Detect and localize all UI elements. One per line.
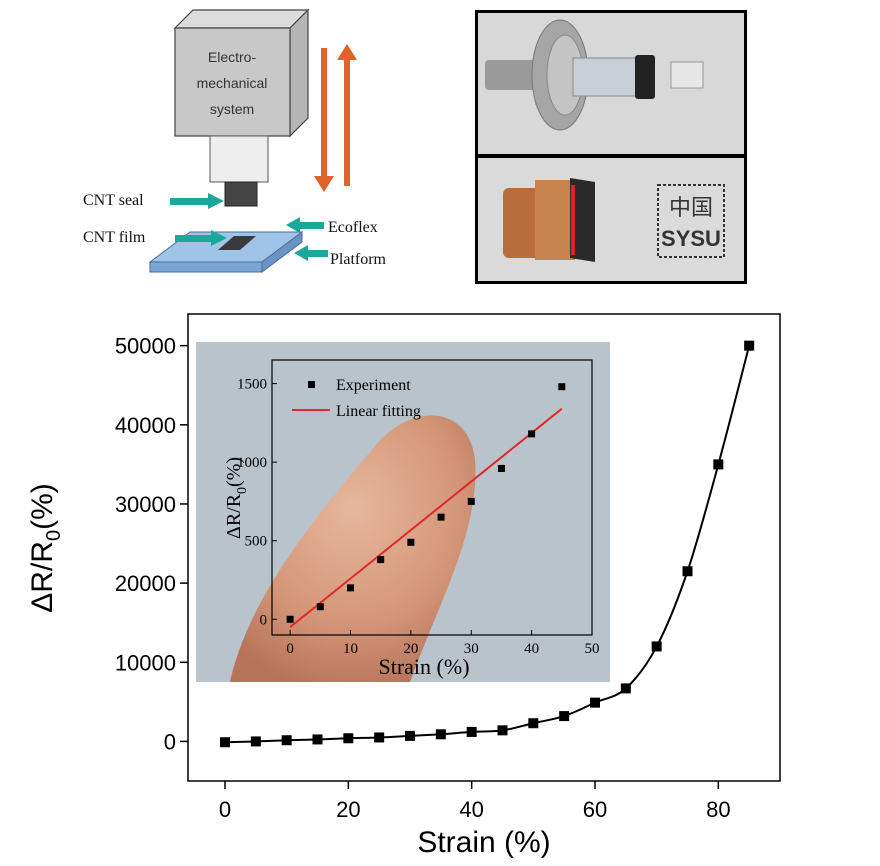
inset-plot-frame <box>271 359 593 636</box>
inset-x-tick-label: 10 <box>343 641 358 657</box>
main-data-point <box>713 459 724 470</box>
fingertip-image <box>230 415 476 682</box>
main-y-tick-label: 20000 <box>115 571 176 596</box>
shaft <box>209 135 269 183</box>
platform-front <box>149 261 263 273</box>
main-data-point <box>374 732 385 743</box>
inset-y-tick-label: 500 <box>245 534 268 550</box>
inset-data-point <box>346 584 354 592</box>
main-x-tick-label: 60 <box>583 797 607 822</box>
inset-x-ticks: 0 10 20 30 40 50 <box>286 630 600 657</box>
main-y-ticks: 0 10000 20000 30000 40000 50000 <box>115 334 188 754</box>
inset-plot-area <box>286 383 566 628</box>
box-side-face <box>289 8 309 138</box>
main-data-point <box>497 725 508 736</box>
main-x-tick-label: 0 <box>219 797 231 822</box>
main-y-tick-label: 0 <box>164 729 176 754</box>
inset-data-point <box>528 430 536 438</box>
stamp-text-line-1: 中国 <box>669 195 713 220</box>
main-plot-frame <box>187 313 781 782</box>
inset-legend: Experiment Linear fitting <box>292 377 421 420</box>
platform-side <box>261 231 303 273</box>
box-label-line-2: mechanical <box>197 75 268 91</box>
main-data-point <box>590 697 600 708</box>
inset-x-tick-label: 0 <box>286 641 294 657</box>
device-photos: 中国 SYSU <box>475 10 747 284</box>
inset-data-point <box>558 383 566 391</box>
inset-x-axis-label: Strain (%) <box>378 654 469 679</box>
inset-data-point <box>437 513 445 521</box>
main-y-tick-label: 30000 <box>115 492 176 517</box>
main-x-ticks: 0 20 40 60 80 <box>219 781 731 822</box>
inset-y-tick-label: 0 <box>260 612 268 628</box>
main-data-point <box>559 711 570 722</box>
main-data-point <box>620 683 631 694</box>
box-top-face <box>173 9 310 29</box>
main-data-point <box>220 737 230 748</box>
legend-experiment-label: Experiment <box>336 377 411 394</box>
main-x-axis-label: Strain (%) <box>417 826 550 859</box>
electromechanical-box <box>174 27 291 137</box>
cnt-seal-block <box>224 181 258 207</box>
inset-y-tick-label: 1000 <box>237 455 267 471</box>
main-data-point <box>744 340 755 351</box>
metal-holder-photo <box>485 19 704 131</box>
main-x-tick-label: 20 <box>336 797 360 822</box>
label-cnt-film: CNT film <box>83 229 146 246</box>
main-y-axis-label: ΔR/R0(%) <box>26 483 65 613</box>
inset-x-tick-label: 40 <box>524 641 539 657</box>
main-y-tick-label: 10000 <box>115 650 176 675</box>
inset-data-point <box>316 603 324 611</box>
main-data-point <box>405 730 415 741</box>
inset-data-point <box>407 538 415 546</box>
setup-schematic: Electro- mechanical system CNT seal CNT … <box>83 8 387 273</box>
legend-linear-label: Linear fitting <box>336 403 421 420</box>
main-y-tick-label: 40000 <box>115 413 176 438</box>
inset-data-point <box>467 497 475 505</box>
motion-arrows <box>314 44 357 192</box>
inset-data-point <box>497 464 505 472</box>
label-cnt-seal: CNT seal <box>83 192 144 209</box>
main-data-point <box>528 718 539 729</box>
label-ecoflex: Ecoflex <box>328 219 378 236</box>
main-x-tick-label: 40 <box>459 797 483 822</box>
stamp-text-line-2: SYSU <box>661 226 721 251</box>
main-y-tick-label: 50000 <box>115 334 176 359</box>
main-data-point <box>466 726 477 737</box>
cnt-film <box>218 236 256 250</box>
main-data-point <box>435 729 446 740</box>
inset-x-tick-label: 20 <box>403 641 418 657</box>
label-platform: Platform <box>330 251 387 268</box>
inset-data-point <box>286 615 294 623</box>
box-label-line-3: system <box>210 101 254 117</box>
main-data-point <box>250 736 261 747</box>
pointer-arrows <box>170 193 328 261</box>
main-data-point <box>682 566 693 577</box>
inset-x-tick-label: 50 <box>585 641 600 657</box>
main-x-tick-label: 80 <box>706 797 730 822</box>
main-plot-area <box>220 340 755 748</box>
main-data-point <box>281 735 292 746</box>
inset-fit-line <box>289 407 563 628</box>
box-label-line-1: Electro- <box>208 49 257 65</box>
legend-experiment-marker <box>308 381 315 388</box>
inset-x-tick-label: 30 <box>464 641 479 657</box>
inset-y-ticks: 0 500 1000 1500 <box>237 377 277 628</box>
main-data-point <box>312 734 323 745</box>
stamp-photo <box>503 178 595 262</box>
stamped-print <box>657 184 725 258</box>
main-data-point <box>651 641 662 652</box>
inset-data-point <box>377 556 385 564</box>
main-data-point <box>343 733 354 744</box>
inset-y-tick-label: 1500 <box>237 377 267 393</box>
